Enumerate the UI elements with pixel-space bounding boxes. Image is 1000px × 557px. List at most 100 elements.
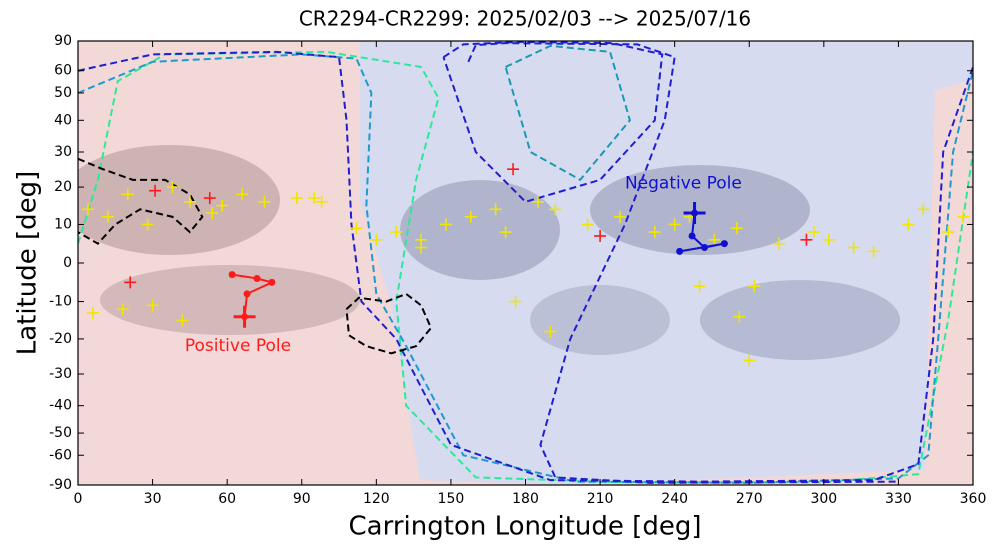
plus-marker <box>668 218 681 231</box>
x-tick-label: 270 <box>736 491 763 507</box>
y-tick-label: 40 <box>54 112 72 128</box>
plus-marker <box>290 192 303 205</box>
plus-marker <box>708 233 721 246</box>
plus-marker <box>116 303 129 316</box>
plus-marker <box>315 195 328 208</box>
plus-marker <box>350 222 363 235</box>
contour-line <box>78 50 973 483</box>
x-tick-label: 90 <box>293 491 311 507</box>
plus-marker <box>531 195 544 208</box>
pole-point <box>701 244 708 252</box>
x-tick-label: 120 <box>363 491 390 507</box>
plus-marker <box>308 192 321 205</box>
plus-marker <box>822 233 835 246</box>
pole-point <box>688 232 696 240</box>
plus-marker <box>807 226 820 239</box>
x-tick-label: 360 <box>960 491 987 507</box>
plus-marker <box>439 218 452 231</box>
plus-marker <box>693 280 706 293</box>
plus-marker <box>464 210 477 223</box>
plus-marker <box>149 184 162 197</box>
x-tick-label: 150 <box>438 491 465 507</box>
plus-marker <box>743 354 756 367</box>
plus-marker <box>258 195 271 208</box>
plus-marker <box>183 195 196 208</box>
plus-marker <box>730 222 743 235</box>
plus-marker <box>917 203 930 216</box>
y-tick-label: -40 <box>49 398 72 414</box>
contour-line <box>345 292 433 355</box>
plus-marker <box>733 310 746 323</box>
plus-marker <box>957 210 970 223</box>
plus-marker <box>613 210 626 223</box>
plus-marker <box>549 203 562 216</box>
plus-marker <box>146 299 159 312</box>
x-tick-label: 0 <box>74 491 83 507</box>
plot-marks <box>78 41 973 484</box>
plus-marker <box>141 218 154 231</box>
y-axis-label: Latitude [deg] <box>13 171 43 356</box>
y-tick-label: 10 <box>54 216 72 232</box>
y-tick-label: 0 <box>63 255 72 271</box>
plus-marker <box>748 280 761 293</box>
y-tick-label: -20 <box>49 331 72 347</box>
contour-line <box>78 157 204 245</box>
pole-point <box>676 247 684 255</box>
plus-marker <box>942 226 955 239</box>
plus-marker <box>166 181 179 194</box>
plus-marker <box>902 218 915 231</box>
plus-marker <box>489 203 502 216</box>
x-tick-label: 300 <box>810 491 837 507</box>
plus-marker <box>581 218 594 231</box>
pole-point <box>720 240 728 248</box>
plus-marker <box>847 241 860 254</box>
y-tick-label: -10 <box>49 294 72 310</box>
chart-title: CR2294-CR2299: 2025/02/03 --> 2025/07/16 <box>299 7 751 31</box>
contour-line <box>78 50 973 484</box>
plus-marker <box>415 233 428 246</box>
contour-line <box>504 44 632 182</box>
y-tick-label: -90 <box>49 477 72 493</box>
plus-marker <box>121 188 134 201</box>
plus-marker <box>499 226 512 239</box>
plus-marker <box>370 233 383 246</box>
y-tick-label: 90 <box>54 33 72 49</box>
plus-marker <box>683 202 706 225</box>
pole-point <box>253 274 261 282</box>
x-tick-label: 180 <box>512 491 539 507</box>
x-tick-label: 210 <box>587 491 614 507</box>
annotation: Negative Pole <box>625 173 742 193</box>
plus-marker <box>544 325 557 338</box>
plus-marker <box>509 295 522 308</box>
annotation: Positive Pole <box>185 336 291 356</box>
x-axis-label: Carrington Longitude [deg] <box>349 512 702 542</box>
plus-marker <box>236 188 249 201</box>
plus-marker <box>124 276 137 289</box>
plus-marker <box>594 229 607 242</box>
plus-marker <box>507 163 520 176</box>
x-tick-label: 240 <box>661 491 688 507</box>
y-tick-label: 20 <box>54 179 72 195</box>
x-tick-label: 60 <box>218 491 236 507</box>
plus-marker <box>773 237 786 250</box>
plus-marker <box>176 314 189 327</box>
y-tick-label: -30 <box>49 366 72 382</box>
x-tick-label: 30 <box>144 491 162 507</box>
y-tick-label: 30 <box>54 144 72 160</box>
y-tick-label: -50 <box>49 425 72 441</box>
contour-line <box>442 41 664 203</box>
pole-point <box>268 278 276 286</box>
y-tick-label: 50 <box>54 85 72 101</box>
plus-marker <box>216 199 229 212</box>
plus-marker <box>648 226 661 239</box>
plus-marker <box>206 207 219 220</box>
plus-marker <box>233 305 256 328</box>
plus-marker <box>800 233 813 246</box>
contour-line <box>467 42 899 484</box>
plus-marker <box>867 245 880 258</box>
background-map <box>78 41 973 485</box>
x-tick-label: 330 <box>885 491 912 507</box>
pole-point <box>228 271 236 279</box>
plus-marker <box>390 226 403 239</box>
